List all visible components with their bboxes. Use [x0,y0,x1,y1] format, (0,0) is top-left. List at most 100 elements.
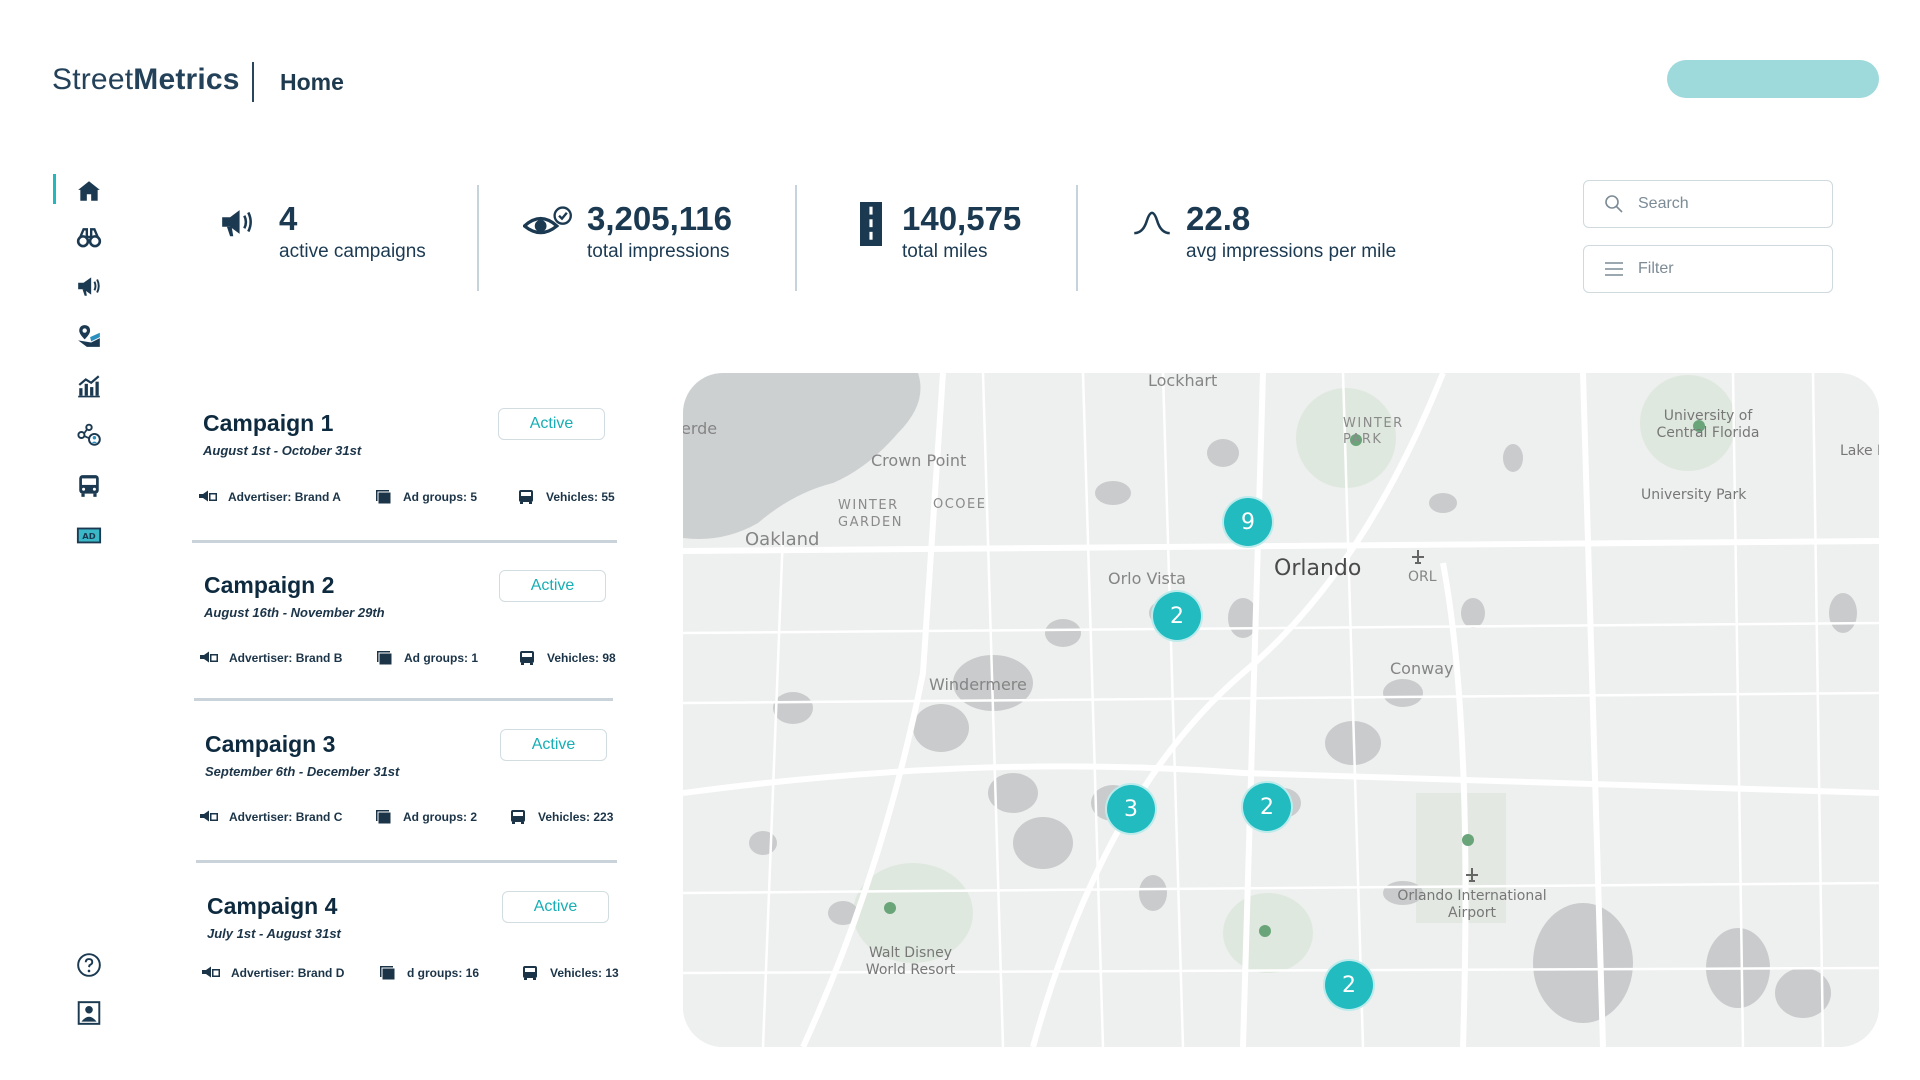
megaphone-icon [222,210,252,237]
map-label-lake-p: Lake P [1840,443,1879,459]
status-badge[interactable]: Active [499,570,606,602]
sidebar-item-explore[interactable] [74,223,104,253]
ad-icon: AD [76,527,102,544]
status-badge[interactable]: Active [498,408,605,440]
map-cluster-marker[interactable]: 2 [1151,590,1203,642]
map-cluster-marker[interactable]: 2 [1241,781,1293,833]
megaphone-icon [78,277,100,296]
stat-active-campaigns: 4 active campaigns [279,200,426,263]
campaign-advertiser: Advertiser: Brand C [199,809,342,825]
campaign-divider [194,698,613,701]
campaign-card[interactable]: Campaign 4 July 1st - August 31st Active… [202,891,637,1043]
stat-avg-icon [1133,210,1171,241]
network-user-icon [77,423,101,446]
stat-total-impressions: 3,205,116 total impressions [587,200,732,263]
binoculars-icon [76,228,102,248]
campaign-dates: August 1st - October 31st [203,443,362,458]
sidebar-item-analytics[interactable] [74,371,104,401]
stat-label: total miles [902,241,988,262]
map-cluster-marker[interactable]: 9 [1222,496,1274,548]
status-badge[interactable]: Active [502,891,609,923]
header-action-button[interactable] [1667,60,1879,98]
stat-value: 3,205,116 [587,200,732,237]
campaign-ad-groups: d groups: 16 [377,965,479,981]
sidebar-item-help[interactable] [74,950,104,980]
map-label-ucf: University of Central Florida [1656,408,1760,441]
sidebar-item-campaigns[interactable] [74,271,104,301]
stat-label: total impressions [587,241,730,262]
search-input[interactable] [1638,195,1818,213]
advertiser-icon [202,966,220,978]
sidebar-item-vehicles[interactable] [74,471,104,501]
stat-value: 140,575 [902,200,1022,237]
sidebar-item-ads[interactable]: AD [74,520,104,550]
campaign-title: Campaign 1 [203,410,334,436]
campaign-vehicles: Vehicles: 55 [516,489,615,505]
stat-total-miles: 140,575 total miles [902,200,1021,263]
map-label-winter-park: WINTER PARK [1343,416,1404,447]
map-pin-icon [78,325,100,347]
stat-impressions-icon [521,206,573,245]
sidebar-item-home[interactable] [74,176,104,206]
sidebar-item-locations[interactable] [74,321,104,351]
search-icon [1605,195,1623,213]
map-view[interactable]: Lockhart erde Crown Point WINTER GARDEN … [683,373,1879,1047]
airport-icon [1466,868,1478,882]
bus-icon [511,810,525,824]
status-badge[interactable]: Active [500,729,607,761]
campaign-title: Campaign 3 [205,731,336,757]
stat-label: avg impressions per mile [1186,241,1397,262]
search-box[interactable] [1583,180,1833,228]
map-label-orl: ORL [1408,569,1437,585]
campaign-ad-groups: Ad groups: 5 [373,489,477,505]
campaign-divider [196,860,617,863]
campaign-advertiser: Advertiser: Brand B [199,650,342,666]
map-label-windermere: Windermere [929,675,1027,694]
campaign-vehicles: Vehicles: 13 [520,965,619,981]
campaign-divider [192,540,617,543]
campaign-ad-groups: Ad groups: 2 [373,809,477,825]
home-icon [78,181,100,201]
filter-button[interactable]: Filter [1583,245,1833,293]
help-icon [77,953,101,977]
stat-value: 22.8 [1186,200,1251,237]
campaign-dates: July 1st - August 31st [207,926,341,941]
map-label-orlando: Orlando [1274,556,1362,581]
campaign-dates: September 6th - December 31st [205,764,400,779]
profile-icon [77,1001,101,1025]
advertiser-icon [199,490,217,502]
map-label-lockhart: Lockhart [1148,373,1218,390]
sidebar-item-profile[interactable] [74,998,104,1028]
filter-label: Filter [1638,260,1674,277]
bus-icon [79,475,99,497]
map-label-oakland: Oakland [745,529,820,550]
svg-text:AD: AD [82,531,95,541]
map-label-university-park: University Park [1641,487,1747,503]
map-label-disney: Walt Disney World Resort [865,945,956,978]
logo[interactable]: StreetMetrics [52,63,240,96]
map-label-crown-point: Crown Point [871,451,967,470]
campaign-advertiser: Advertiser: Brand A [198,489,341,505]
eye-check-icon [521,206,572,235]
sidebar-item-network[interactable] [74,420,104,450]
bus-icon [523,966,537,980]
advertiser-icon [200,651,218,663]
bus-icon [520,651,534,665]
campaign-card[interactable]: Campaign 3 September 6th - December 31st… [200,729,635,881]
campaign-ad-groups: Ad groups: 1 [374,650,478,666]
stat-divider [795,185,797,291]
ad-groups-icon [376,810,392,825]
stat-avg-impressions: 22.8 avg impressions per mile [1186,200,1396,263]
map-label-ocoee: OCOEE [933,497,987,512]
campaign-card[interactable]: Campaign 2 August 16th - November 29th A… [200,570,634,722]
advertiser-icon [200,810,218,822]
campaign-card[interactable]: Campaign 1 August 1st - October 31st Act… [199,408,633,560]
chart-icon [78,375,100,398]
curve-icon [1134,211,1170,235]
map-label-conway: Conway [1390,659,1454,678]
stat-divider [477,185,479,291]
map-cluster-marker[interactable]: 2 [1323,959,1375,1011]
map-label-winter-garden: WINTER GARDEN [838,498,903,530]
page-title: Home [280,69,344,95]
map-cluster-marker[interactable]: 3 [1105,783,1157,835]
